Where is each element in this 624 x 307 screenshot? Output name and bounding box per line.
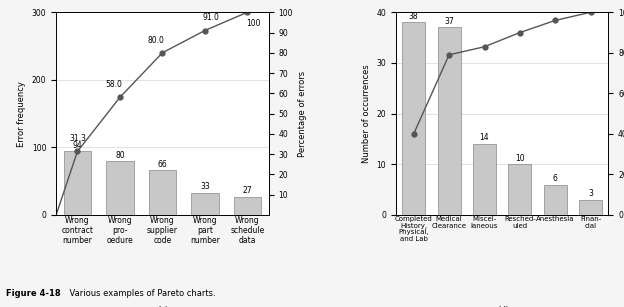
Bar — [402, 22, 425, 215]
Text: 31.3: 31.3 — [69, 134, 86, 143]
Text: 66: 66 — [157, 160, 167, 169]
Text: 100: 100 — [246, 19, 261, 29]
Text: 58.0: 58.0 — [105, 80, 122, 89]
Y-axis label: Error frequency: Error frequency — [17, 81, 26, 146]
Text: 91.0: 91.0 — [203, 14, 220, 22]
Text: 10: 10 — [515, 154, 525, 163]
Text: (d): (d) — [496, 306, 509, 307]
Y-axis label: Number of occurrences: Number of occurrences — [362, 64, 371, 163]
Bar — [579, 200, 602, 215]
Bar — [191, 192, 218, 215]
Text: 37: 37 — [444, 17, 454, 26]
Text: Various examples of Pareto charts.: Various examples of Pareto charts. — [59, 289, 216, 298]
Text: 38: 38 — [409, 12, 419, 21]
Text: 6: 6 — [553, 174, 558, 183]
Text: 94: 94 — [72, 141, 82, 150]
Bar — [437, 28, 461, 215]
Bar — [149, 170, 176, 215]
Text: 3: 3 — [588, 189, 593, 198]
Text: 27: 27 — [243, 186, 252, 195]
Bar — [106, 161, 134, 215]
Bar — [509, 164, 532, 215]
Bar — [64, 151, 91, 215]
Text: 14: 14 — [480, 134, 489, 142]
Text: (c): (c) — [157, 306, 168, 307]
Text: Figure 4-18: Figure 4-18 — [6, 289, 61, 298]
Text: 80: 80 — [115, 150, 125, 160]
Text: 33: 33 — [200, 182, 210, 191]
Bar — [233, 197, 261, 215]
Text: 80.0: 80.0 — [147, 36, 165, 45]
Bar — [473, 144, 496, 215]
Y-axis label: Percentage of errors: Percentage of errors — [298, 71, 308, 157]
Bar — [544, 185, 567, 215]
